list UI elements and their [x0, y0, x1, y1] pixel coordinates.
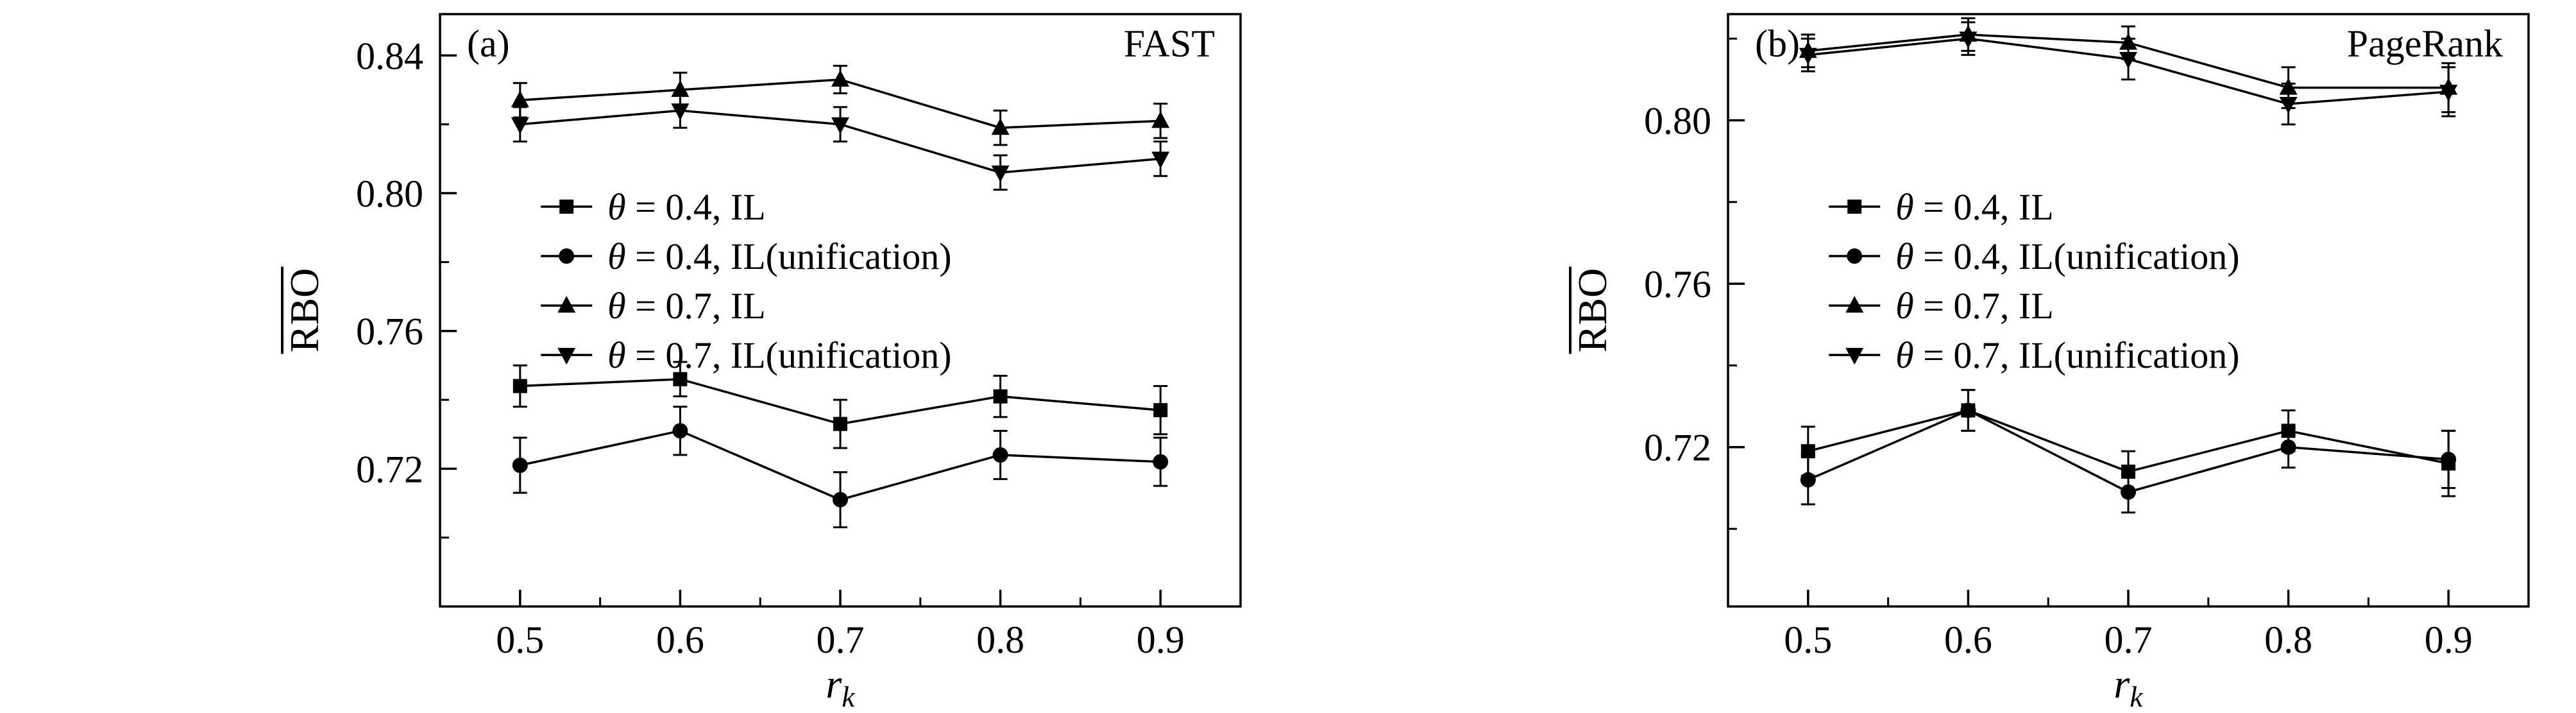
svg-text:(a): (a): [467, 22, 510, 65]
svg-text:0.6: 0.6: [1944, 619, 1992, 661]
svg-text:rk: rk: [826, 661, 856, 713]
svg-text:0.5: 0.5: [1784, 619, 1832, 661]
svg-text:0.8: 0.8: [976, 619, 1024, 661]
svg-text:FAST: FAST: [1124, 22, 1215, 65]
svg-text:θ = 0.4, IL(unification): θ = 0.4, IL(unification): [607, 236, 951, 277]
svg-text:RBO: RBO: [1570, 268, 1615, 353]
svg-text:θ = 0.7, IL(unification): θ = 0.7, IL(unification): [1895, 334, 2239, 376]
svg-text:0.80: 0.80: [356, 173, 423, 215]
panel-a-chart: 0.5 0.6 0.7 0.8 0.9 0.72 0.76 0.80 0.84 rk RBO θ = …: [281, 13, 1242, 713]
svg-text:0.8: 0.8: [2264, 619, 2312, 661]
svg-text:θ = 0.7, IL: θ = 0.7, IL: [607, 285, 765, 327]
svg-text:RBO: RBO: [282, 268, 327, 353]
panel-b-chart: 0.5 0.6 0.7 0.8 0.9 0.72 0.76 0.80 rk RBO θ = 0.4,…: [1569, 13, 2530, 713]
svg-text:0.72: 0.72: [356, 448, 423, 490]
svg-text:0.5: 0.5: [496, 619, 544, 661]
svg-text:0.72: 0.72: [1644, 427, 1711, 469]
svg-text:θ = 0.7, IL: θ = 0.7, IL: [1895, 285, 2053, 327]
svg-text:0.84: 0.84: [356, 35, 423, 77]
svg-text:0.9: 0.9: [2425, 619, 2473, 661]
svg-text:θ = 0.4, IL: θ = 0.4, IL: [607, 186, 765, 228]
svg-text:0.76: 0.76: [356, 311, 423, 353]
svg-text:0.6: 0.6: [656, 619, 704, 661]
svg-text:(b): (b): [1755, 22, 1800, 65]
svg-text:0.9: 0.9: [1137, 619, 1185, 661]
svg-text:θ = 0.4, IL: θ = 0.4, IL: [1895, 186, 2053, 228]
svg-text:rk: rk: [2114, 661, 2144, 713]
svg-text:θ = 0.7, IL(unification): θ = 0.7, IL(unification): [607, 334, 951, 376]
svg-text:0.76: 0.76: [1644, 263, 1711, 305]
svg-text:0.7: 0.7: [817, 619, 865, 661]
svg-text:θ = 0.4, IL(unification): θ = 0.4, IL(unification): [1895, 236, 2239, 277]
svg-text:0.80: 0.80: [1644, 100, 1711, 142]
svg-text:PageRank: PageRank: [2347, 22, 2503, 65]
svg-text:0.7: 0.7: [2105, 619, 2153, 661]
